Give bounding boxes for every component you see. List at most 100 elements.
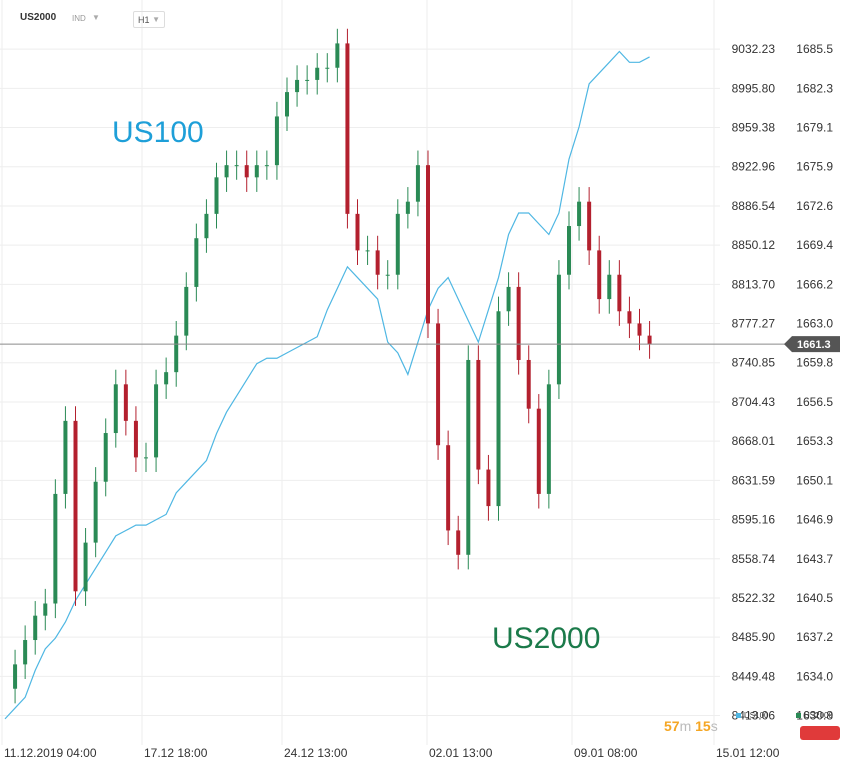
grid	[0, 0, 720, 745]
timeframe-label: H1	[138, 15, 150, 25]
badge-shape	[784, 336, 840, 353]
us2000-candle-body	[244, 165, 249, 178]
y-right-tick-label: 1672.6	[796, 199, 833, 213]
us2000-candle-body	[43, 603, 48, 616]
us2000-candle-body	[254, 165, 259, 178]
y-right-tick-label: 1659.8	[796, 356, 833, 370]
us2000-candle-body	[264, 165, 269, 167]
y-right-tick-label: 1640.5	[796, 591, 833, 605]
us2000-candle-body	[587, 201, 592, 251]
us2000-candle-body	[627, 311, 632, 324]
us2000-candle-body	[103, 433, 108, 482]
y-axis-left: 9032.23 8995.80 8959.38 8922.96 8886.54 8850.…	[732, 42, 776, 722]
y-right-tick-label: 1682.3	[796, 81, 833, 95]
us2000-candle-body	[536, 408, 541, 494]
us2000-candle-body	[405, 201, 410, 214]
legend-us2000[interactable]: US2000	[796, 711, 833, 720]
us2000-candle-body	[556, 274, 561, 385]
y-left-tick-label: 8922.96	[732, 160, 776, 174]
timer-seconds-unit: s	[710, 718, 718, 734]
us100-series	[4, 50, 650, 720]
us2000-candle-body	[63, 420, 68, 494]
us2000-candle-body	[204, 213, 209, 239]
symbol-name[interactable]: US2000	[20, 12, 57, 23]
y-left-tick-label: 8959.38	[732, 121, 776, 135]
us2000-candle-body	[446, 445, 451, 531]
us2000-candle-body	[53, 493, 58, 604]
us2000-candle-body	[123, 384, 128, 421]
y-left-tick-label: 8813.70	[732, 277, 776, 291]
y-left-tick-label: 8995.80	[732, 81, 776, 95]
y-right-tick-label: 1643.7	[796, 552, 833, 566]
current-price-badge: 1661.3	[784, 336, 840, 353]
us2000-candle-body	[526, 359, 531, 409]
us2000-candle-body	[295, 79, 300, 93]
y-left-tick-label: 8777.27	[732, 317, 776, 331]
x-tick-label: 24.12 13:00	[284, 746, 348, 760]
legend-label-us2000: US2000	[804, 711, 833, 720]
y-left-tick-label: 8449.48	[732, 669, 776, 683]
us2000-candle-body	[133, 420, 138, 458]
y-left-tick-label: 8413.06	[732, 709, 776, 723]
us2000-candle-body	[285, 92, 289, 117]
y-right-tick-label: 1634.0	[796, 669, 833, 683]
us2000-candle-body	[647, 335, 652, 345]
us2000-candle-body	[224, 165, 229, 178]
us2000-candle-body	[325, 67, 330, 69]
y-right-tick-label: 1685.5	[796, 42, 833, 56]
legend-label-us100: US100	[744, 711, 769, 720]
us2000-candle-body	[546, 384, 551, 494]
us2000-candle-body	[476, 359, 481, 470]
us2000-candle-body	[395, 213, 400, 275]
us2000-candle-body	[274, 116, 279, 166]
us2000-candle-body	[607, 274, 612, 300]
us2000-series	[13, 28, 652, 704]
y-left-tick-label: 8704.43	[732, 395, 776, 409]
y-right-tick-label: 1663.0	[796, 317, 833, 331]
y-left-tick-label: 8558.74	[732, 552, 776, 566]
x-tick-label: 09.01 08:00	[574, 746, 638, 760]
us100-label: US100	[112, 116, 204, 149]
us2000-candle-body	[617, 274, 622, 312]
us2000-candle-body	[415, 165, 420, 202]
us2000-candle-body	[456, 530, 461, 555]
chevron-down-icon[interactable]: ▼	[92, 13, 100, 22]
y-right-tick-label: 1669.4	[796, 238, 833, 252]
legend-us100[interactable]: US100	[736, 711, 768, 720]
us2000-candle-body	[23, 640, 28, 665]
us2000-candle-body	[234, 165, 239, 167]
us2000-candle-body	[486, 469, 491, 507]
us2000-candle-body	[637, 323, 642, 336]
us2000-candle-body	[597, 250, 602, 300]
us2000-candle-body	[577, 201, 582, 227]
us2000-candle-body	[214, 177, 219, 214]
us2000-candle-body	[345, 43, 350, 214]
us2000-candle-body	[567, 226, 571, 275]
us2000-candle-body	[93, 481, 98, 543]
x-tick-label: 02.01 13:00	[429, 746, 493, 760]
us2000-candle-body	[436, 323, 441, 446]
us2000-candle-body	[385, 274, 390, 276]
timeframe-select[interactable]: H1 ▼	[133, 11, 165, 28]
us2000-candle-body	[355, 213, 360, 251]
y-left-tick-label: 8668.01	[732, 434, 776, 448]
symbol-type: IND	[72, 14, 86, 23]
us2000-candle-body	[184, 286, 189, 336]
y-right-tick-label: 1646.9	[796, 513, 833, 527]
us2000-candle-body	[466, 359, 471, 555]
timer-minutes: 57	[664, 718, 680, 734]
y-right-tick-label: 1630.8	[796, 709, 833, 723]
us100-line	[4, 50, 650, 720]
y-right-tick-label: 1675.9	[796, 160, 833, 174]
y-right-tick-label: 1653.3	[796, 434, 833, 448]
y-left-tick-label: 8595.16	[732, 513, 776, 527]
badge-value: 1661.3	[797, 339, 831, 351]
legend-swatch-us100	[736, 713, 741, 719]
sell-button[interactable]	[800, 726, 840, 740]
y-right-tick-label: 1679.1	[796, 121, 833, 135]
y-right-tick-label: 1650.1	[796, 473, 833, 487]
us2000-candle-body	[516, 286, 521, 360]
x-tick-label: 17.12 18:00	[144, 746, 208, 760]
us2000-candle-body	[144, 457, 148, 459]
